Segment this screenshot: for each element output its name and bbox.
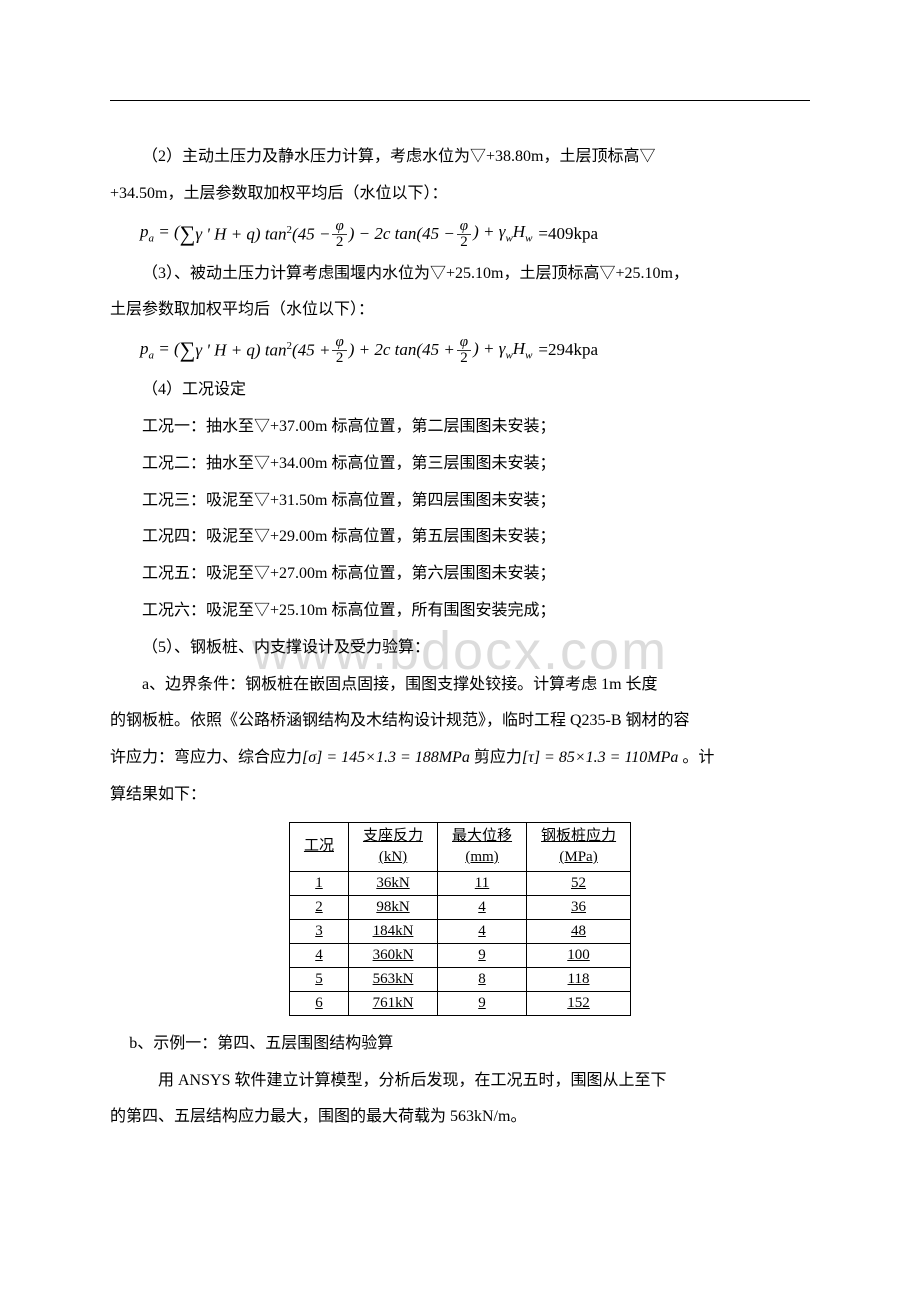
para-condition-heading: （4）工况设定 [110, 372, 810, 409]
table-cell: 9 [438, 943, 527, 967]
formula-passive-pressure: pa = (∑γ ' H + q) tan2(45 + φ2 ) + 2c ta… [140, 335, 810, 366]
table-cell: 118 [527, 967, 631, 991]
table-row: 3184kN448 [289, 919, 630, 943]
para-cond-4: 工况四：吸泥至▽+29.00m 标高位置，第五层围图未安装； [110, 519, 810, 556]
table-cell: 4 [289, 943, 348, 967]
table-cell: 1 [289, 871, 348, 895]
para-cond-2: 工况二：抽水至▽+34.00m 标高位置，第三层围图未安装； [110, 446, 810, 483]
th-reaction: 支座反力(kN) [348, 822, 437, 871]
table-cell: 4 [438, 919, 527, 943]
table-cell: 152 [527, 991, 631, 1015]
top-rule [110, 100, 810, 101]
th-case: 工况 [289, 822, 348, 871]
table-header-row: 工况 支座反力(kN) 最大位移(mm) 钢板桩应力(MPa) [289, 822, 630, 871]
table-cell: 52 [527, 871, 631, 895]
table-cell: 4 [438, 895, 527, 919]
table-cell: 36 [527, 895, 631, 919]
table-row: 5563kN8118 [289, 967, 630, 991]
formula-2-result: =294kpa [538, 340, 598, 360]
para-cond-5: 工况五：吸泥至▽+27.00m 标高位置，第六层围图未安装； [110, 556, 810, 593]
para-5-heading: （5）、钢板桩、内支撑设计及受力验算： [110, 630, 810, 667]
tau-expr: [τ] = 85×1.3 = 110MPa [522, 749, 678, 766]
text-pre: 许应力：弯应力、综合应力 [110, 749, 302, 766]
para-cond-1: 工况一：抽水至▽+37.00m 标高位置，第二层围图未安装； [110, 409, 810, 446]
table-cell: 8 [438, 967, 527, 991]
formula-1-result: =409kpa [538, 224, 598, 244]
para-cond-3: 工况三：吸泥至▽+31.50m 标高位置，第四层围图未安装； [110, 483, 810, 520]
para-2-line1: （2）主动土压力及静水压力计算，考虑水位为▽+38.80m，土层顶标高▽ [110, 139, 810, 176]
table-cell: 563kN [348, 967, 437, 991]
table-row: 298kN436 [289, 895, 630, 919]
table-body: 136kN1152298kN4363184kN4484360kN91005563… [289, 871, 630, 1015]
table-cell: 360kN [348, 943, 437, 967]
para-boundary-c: 许应力：弯应力、综合应力[σ] = 145×1.3 = 188MPa 剪应力[τ… [110, 740, 810, 777]
para-example-heading: b、示例一：第四、五层围图结构验算 [110, 1026, 810, 1063]
para-boundary-d: 算结果如下： [110, 777, 810, 814]
formula-active-pressure: pa = (∑γ ' H + q) tan2(45 − φ2 ) − 2c ta… [140, 219, 810, 250]
para-ansys-b: 的第四、五层结构应力最大，围图的最大荷载为 563kN/m。 [110, 1099, 810, 1136]
para-2-line2: +34.50m，土层参数取加权平均后（水位以下）： [110, 176, 810, 213]
table-cell: 100 [527, 943, 631, 967]
para-boundary-a: a、边界条件：钢板桩在嵌固点固接，围图支撑处铰接。计算考虑 1m 长度 [110, 667, 810, 704]
page-content: （2）主动土压力及静水压力计算，考虑水位为▽+38.80m，土层顶标高▽ +34… [110, 100, 810, 1136]
text-end: 。计 [678, 749, 714, 766]
sigma-expr: [σ] = 145×1.3 = 188MPa [302, 749, 470, 766]
table-cell: 11 [438, 871, 527, 895]
para-3-line1: （3）、被动土压力计算考虑围堰内水位为▽+25.10m，土层顶标高▽+25.10… [110, 256, 810, 293]
text-mid: 剪应力 [470, 749, 522, 766]
table-cell: 2 [289, 895, 348, 919]
table-row: 136kN1152 [289, 871, 630, 895]
table-cell: 761kN [348, 991, 437, 1015]
table-cell: 184kN [348, 919, 437, 943]
table-cell: 48 [527, 919, 631, 943]
para-boundary-b: 的钢板桩。依照《公路桥涵钢结构及木结构设计规范》，临时工程 Q235-B 钢材的… [110, 703, 810, 740]
results-table: 工况 支座反力(kN) 最大位移(mm) 钢板桩应力(MPa) 136kN115… [289, 822, 631, 1016]
table-cell: 3 [289, 919, 348, 943]
th-stress: 钢板桩应力(MPa) [527, 822, 631, 871]
para-ansys-a: 用 ANSYS 软件建立计算模型，分析后发现，在工况五时，围图从上至下 [110, 1063, 810, 1100]
para-3-line2: 土层参数取加权平均后（水位以下）： [110, 292, 810, 329]
table-cell: 98kN [348, 895, 437, 919]
para-cond-6: 工况六：吸泥至▽+25.10m 标高位置，所有围图安装完成； [110, 593, 810, 630]
table-row: 4360kN9100 [289, 943, 630, 967]
table-cell: 36kN [348, 871, 437, 895]
th-disp: 最大位移(mm) [438, 822, 527, 871]
table-cell: 5 [289, 967, 348, 991]
table-cell: 6 [289, 991, 348, 1015]
table-row: 6761kN9152 [289, 991, 630, 1015]
table-cell: 9 [438, 991, 527, 1015]
